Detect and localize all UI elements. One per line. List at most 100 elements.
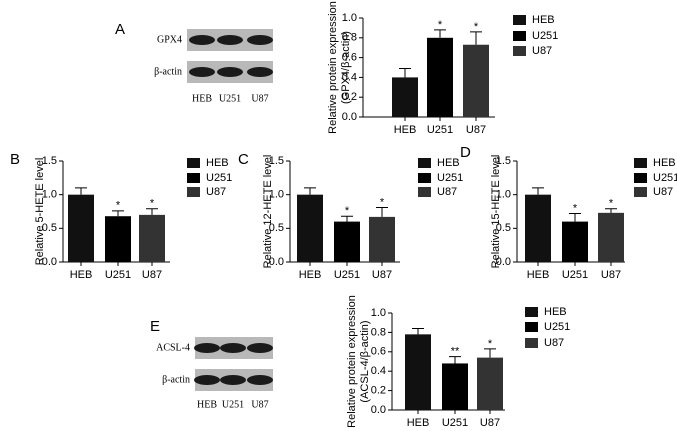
y-tick-label: 0.4 [371,365,386,377]
blot-band [194,375,220,385]
legend-label: HEB [206,157,229,169]
panel-label: A [115,21,125,38]
y-tick-label: 0.6 [342,52,357,64]
x-tick-label: U251 [334,269,360,281]
legend-label: HEB [532,14,555,26]
y-tick-label: 1.0 [269,189,284,201]
error-bar [399,67,411,78]
y-tick-label: 0.0 [496,256,511,268]
x-tick-label: U87 [466,124,486,136]
bar [392,77,418,117]
legend-swatch [525,338,538,348]
y-axis-label: Relative 15-HETE level [490,155,502,269]
y-tick-label: 0.5 [496,222,511,234]
legend-label: U87 [532,45,552,57]
legend-label: U251 [206,172,232,184]
blot-band [220,375,246,385]
legend-swatch [634,187,647,197]
error-bar [341,215,353,222]
y-tick-label: 0.5 [269,222,284,234]
blot-band [189,67,215,77]
bar [405,334,431,410]
y-tick-label: 1.5 [42,155,57,167]
panel-label: E [150,318,160,335]
x-tick-label: HEB [70,269,93,281]
y-axis-label: Relative protein expression [327,1,339,134]
x-tick-label: U87 [601,269,621,281]
blot-row-label: β-actin [162,374,190,385]
significance: * [345,205,350,217]
panel-label: C [238,151,249,168]
legend-label: HEB [544,306,567,318]
bar [105,216,131,262]
y-tick-label: 0.8 [342,32,357,44]
blot-lane-label: HEB [192,93,212,104]
bar [477,357,503,410]
y-tick-label: 0.5 [42,222,57,234]
blot-lane-label: HEB [197,399,217,410]
bar [334,221,360,262]
blot-row-label: β-actin [154,66,182,77]
error-bar [569,213,581,222]
y-tick-label: 1.0 [496,189,511,201]
error-bar [112,210,124,217]
legend-label: U87 [437,186,457,198]
y-axis-label: Relative protein expression [346,295,358,428]
y-axis-label: Relative 5-HETE level [34,158,46,266]
significance: ** [451,346,460,358]
legend-label: HEB [653,157,676,169]
legend-label: U87 [653,186,673,198]
y-tick-label: 1.0 [342,12,357,24]
legend-swatch [634,173,647,183]
legend-swatch [525,307,538,317]
y-tick-label: 1.5 [269,155,284,167]
blot-row-label: GPX4 [157,34,182,45]
y-tick-label: 0.6 [371,346,386,358]
blot-lane-label: U251 [219,93,241,104]
legend-swatch [513,46,526,56]
y-tick-label: 0.0 [342,111,357,123]
y-axis-label: (ACSL-4/β-actin) [359,320,371,402]
legend-swatch [418,158,431,168]
legend-swatch [513,15,526,25]
x-tick-label: HEB [299,269,322,281]
legend-swatch [418,187,431,197]
blot-row-label: ACSL-4 [156,342,190,353]
bar [463,44,489,118]
legend-swatch [187,173,200,183]
panel-label: D [460,144,471,161]
significance: * [150,198,155,210]
error-bar [376,206,388,217]
x-tick-label: HEB [527,269,550,281]
bar [427,37,453,117]
bar [562,221,588,262]
blot-band [247,67,273,77]
y-tick-label: 1.0 [42,189,57,201]
error-bar [532,187,544,195]
legend-label: U251 [544,321,570,333]
y-tick-label: 0.4 [342,71,357,83]
error-bar [146,208,158,215]
y-axis-label: Relative 12-HETE level [262,155,274,269]
bar [68,194,94,262]
x-tick-label: HEB [407,417,430,429]
blot-band [189,35,215,45]
blot-band [220,343,246,353]
bar [598,212,624,262]
significance: * [438,19,443,31]
blot-band [247,375,273,385]
y-tick-label: 0.2 [342,91,357,103]
significance: * [116,200,121,212]
x-tick-label: U87 [480,417,500,429]
legend-swatch [525,322,538,332]
blot-band [194,343,220,353]
significance: * [488,338,493,350]
bar [369,216,395,262]
legend-swatch [187,187,200,197]
error-bar [412,328,424,335]
significance: * [380,196,385,208]
significance: * [573,202,578,214]
bar [297,194,323,262]
x-tick-label: U251 [427,124,453,136]
